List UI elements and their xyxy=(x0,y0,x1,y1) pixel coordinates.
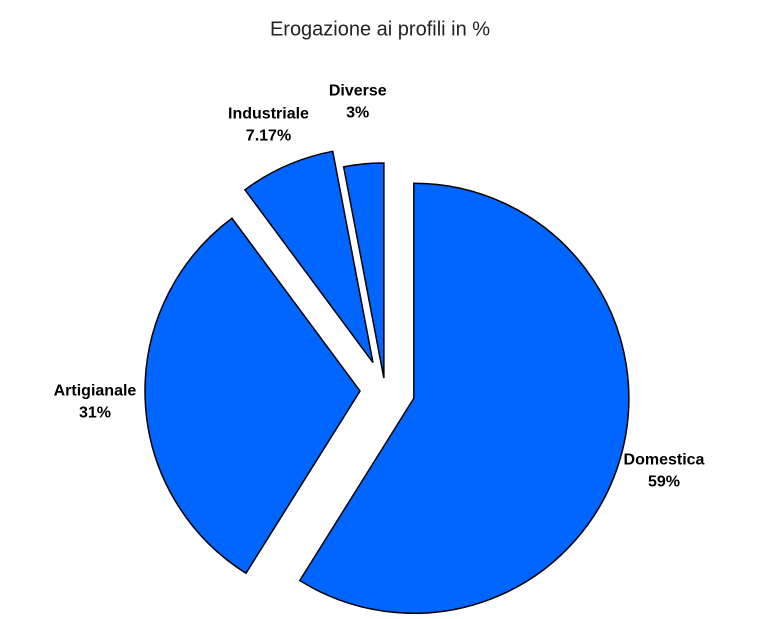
pie-slice xyxy=(243,150,374,363)
slice-label: Artigianale xyxy=(54,383,137,400)
slice-label: Industriale xyxy=(228,105,309,122)
pie-slice xyxy=(144,217,361,575)
slice-value-label: 59% xyxy=(648,473,680,490)
slice-value-label: 7.17% xyxy=(246,127,291,144)
slice-value-label: 3% xyxy=(346,104,369,121)
chart-title: Erogazione ai profili in % xyxy=(270,18,490,40)
pie-slice xyxy=(298,182,630,615)
slice-label: Domestica xyxy=(624,451,705,468)
slice-value-label: 31% xyxy=(79,405,111,422)
pie-slice xyxy=(342,162,385,379)
slice-label: Diverse xyxy=(329,82,387,99)
